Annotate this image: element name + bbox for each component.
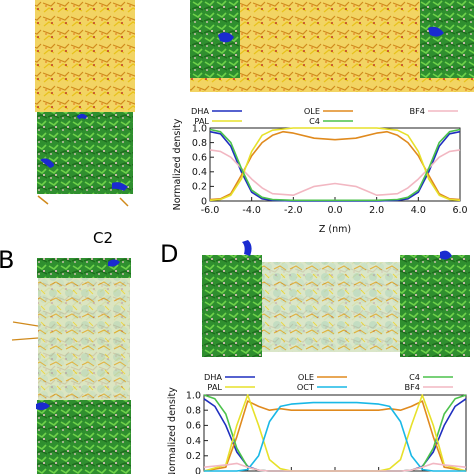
- chart-c-ytick-label-2: 0.4: [192, 167, 207, 178]
- chart-c-xtick-label-1: -4.0: [242, 205, 261, 216]
- chart-c-series-dha: [209, 130, 461, 202]
- chart-d-ylabel: Normalized density: [167, 387, 178, 474]
- chart-c-xlabel: Z (nm): [319, 224, 351, 235]
- chart-c-ytick-label-4: 0.8: [192, 138, 207, 149]
- chart-d-ytick-label-2: 0.4: [186, 436, 201, 447]
- chart-c-ytick-label-3: 0.6: [192, 153, 207, 164]
- legend-c-c4: C4: [309, 116, 353, 126]
- legend-d-ole-label: OLE: [298, 372, 314, 382]
- snapshot-c-left: [35, 0, 135, 207]
- legend-d-oct: OCT: [297, 382, 347, 392]
- chart-d-ytick-label-1: 0.2: [186, 451, 201, 462]
- chart-c-xtick-label-2: -2.0: [284, 205, 303, 216]
- legend-c-ole-label: OLE: [304, 106, 320, 116]
- chart-d-ytick-label-4: 0.8: [186, 406, 201, 417]
- chart-d-plot: 0 0.2 0.4 0.6 0.8 1.0 Normalized density: [167, 387, 467, 474]
- chart-d-ytick-label-3: 0.6: [186, 421, 201, 432]
- chart-c-series-c4: [209, 128, 461, 202]
- legend-c-c4-label: C4: [309, 116, 320, 126]
- chart-c-ytick-label-0: 0: [201, 196, 207, 207]
- chart-d-series-oct: [204, 401, 466, 472]
- chart-c: DHA OLE BF4 PAL C4 0 0.2 0.4 0.6 0.8 1.0 -6.0 -…: [172, 106, 468, 235]
- panel-letter-d: D: [160, 240, 178, 268]
- snapshot-c-right: [190, 0, 474, 92]
- chart-c-xtick-label-6: 6.0: [452, 205, 467, 216]
- chart-d-legend: DHA OLE C4 PAL OCT BF4: [204, 372, 453, 392]
- chart-c-xtick-label-5: 4.0: [411, 205, 426, 216]
- snapshot-c-caption: C2: [93, 229, 113, 247]
- chart-d-series-bf4: [203, 462, 467, 472]
- legend-d-ole: OLE: [298, 372, 347, 382]
- legend-d-c4-label: C4: [409, 372, 420, 382]
- snapshot-d: [202, 240, 470, 357]
- chart-c-plot: 0 0.2 0.4 0.6 0.8 1.0 -6.0 -4.0 -2.0 0.0 2.0 4.0 6.0…: [172, 118, 468, 216]
- chart-c-xtick-label-4: 2.0: [369, 205, 384, 216]
- panel-letter-b: B: [0, 246, 14, 274]
- legend-d-oct-label: OCT: [297, 382, 315, 392]
- legend-c-dha-label: DHA: [191, 106, 209, 116]
- chart-c-legend: DHA OLE BF4 PAL C4: [191, 106, 458, 126]
- legend-d-pal-label: PAL: [207, 382, 222, 392]
- chart-c-xtick-label-3: 0.0: [327, 205, 342, 216]
- legend-c-pal: PAL: [194, 116, 242, 126]
- chart-d-series-ole: [203, 400, 467, 472]
- legend-d-dha: DHA: [204, 372, 255, 382]
- chart-d: DHA OLE C4 PAL OCT BF4 0 0.2 0.4 0.6 0.8 1.0 N…: [167, 372, 467, 474]
- chart-c-ytick-label-1: 0.2: [192, 182, 207, 193]
- legend-d-pal: PAL: [207, 382, 255, 392]
- legend-c-ole: OLE: [304, 106, 353, 116]
- chart-c-series-bf4: [209, 149, 461, 196]
- legend-d-bf4-label: BF4: [404, 382, 420, 392]
- chart-d-ytick-label-0: 0: [195, 466, 201, 474]
- legend-d-dha-label: DHA: [204, 372, 222, 382]
- legend-d-c4: C4: [409, 372, 453, 382]
- chart-d-ytick-label-5: 1.0: [186, 390, 201, 401]
- legend-c-bf4: BF4: [409, 106, 458, 116]
- snapshot-b: [11, 258, 131, 474]
- legend-c-bf4-label: BF4: [409, 106, 425, 116]
- chart-c-ytick-label-5: 1.0: [192, 123, 207, 134]
- chart-c-ylabel: Normalized density: [172, 118, 183, 210]
- legend-c-dha: DHA: [191, 106, 242, 116]
- legend-d-bf4: BF4: [404, 382, 453, 392]
- legend-c-pal-label: PAL: [194, 116, 209, 126]
- chart-c-xtick-label-0: -6.0: [201, 205, 220, 216]
- chart-c-series-ole: [209, 130, 461, 201]
- chart-c-series-pal: [209, 127, 461, 202]
